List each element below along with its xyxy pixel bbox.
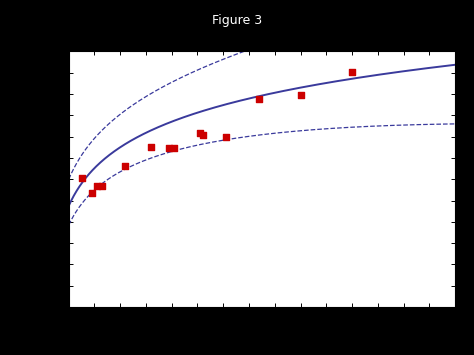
- Point: [196, 131, 204, 136]
- Y-axis label: Aortic Gradient (mmHg): Aortic Gradient (mmHg): [38, 112, 49, 246]
- Point: [88, 190, 96, 196]
- Point: [99, 183, 106, 189]
- Point: [348, 69, 356, 75]
- Point: [297, 92, 304, 98]
- Point: [165, 146, 173, 151]
- Point: [93, 183, 101, 189]
- Point: [199, 132, 207, 137]
- Point: [222, 134, 229, 140]
- Point: [147, 144, 155, 150]
- Point: [122, 164, 129, 169]
- Point: [171, 146, 178, 151]
- Point: [255, 97, 263, 102]
- Text: Figure 3: Figure 3: [212, 14, 262, 27]
- Point: [78, 175, 85, 181]
- X-axis label: Years after Surgery: Years after Surgery: [209, 328, 315, 338]
